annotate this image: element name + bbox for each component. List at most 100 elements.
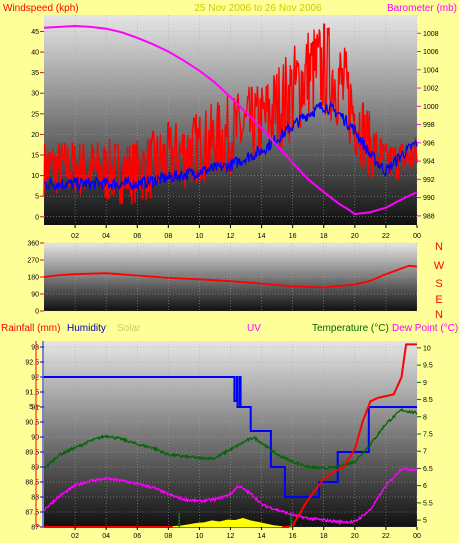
time-tick-label: 06 [133,533,141,540]
right-tick-label: 8.5 [423,397,433,404]
windspeed-line [43,23,418,205]
time-tick-label: 10 [196,533,204,540]
dir-grid [44,242,418,312]
time-tick-label: 06 [133,233,141,240]
compass-s: S [435,278,442,290]
right-tick-label: 10 [423,345,431,352]
right-tick-label: 992 [423,177,435,184]
right-tick-label: 998 [423,122,435,129]
time-tick-label: 22 [382,233,390,240]
solar-label: Solar [117,323,141,334]
right-tick-label: 996 [423,140,435,147]
right-tick-label: 7 [423,449,427,456]
right-tick-label: 988 [423,213,435,220]
left-tick-label: 90 [31,292,39,299]
left-tick-label: 92 [31,375,39,382]
left-tick-label: 40 [31,50,39,57]
dir-series [43,264,418,289]
uv-label: UV [247,323,261,334]
humidity-label: Humidity [67,323,106,334]
right-tick-label: 9 [423,380,427,387]
solar-area [172,517,283,528]
temperature-line [43,407,418,471]
left-tick-label: 90.5 [25,420,39,427]
direction-axis: 0 90 180 270 360 [27,241,44,316]
rainfall-line [44,343,417,528]
time-tick-label: 04 [102,233,110,240]
compass-n-top: N [435,241,443,253]
right-tick-label: 1002 [423,86,439,93]
time-tick-label: 12 [227,533,235,540]
temperature-label: Temperature (°C) [312,323,389,334]
dewpoint-label: Dew Point (°C) [392,323,458,334]
bottom-grid [44,341,418,528]
left-tick-label: 270 [27,258,39,265]
time-tick-label: 14 [258,233,266,240]
humidity-axis: 87 87.5 88 88.5 89 89.5 90 90.5 91 91.5 92 92.5 93 [25,345,44,532]
right-tick-label: 6.5 [423,466,433,473]
left-tick-label: 45 [31,29,39,36]
top-series [43,23,418,215]
right-tick-label: 7.5 [423,432,433,439]
right-tick-label: 990 [423,195,435,202]
windspeed-axis-label: Windspeed (kph) [3,3,79,14]
left-tick-label: 180 [27,275,39,282]
right-tick-label: 6 [423,483,427,490]
wind-direction-line [43,264,418,289]
right-tick-label: 1000 [423,104,439,111]
left-tick-label: 91 [31,405,39,412]
windspeed-avg-line [43,101,418,192]
left-tick-label: 90 [31,435,39,442]
barometer-axis: 988 990 992 994 996 998 1000 1002 1004 1006 1008 [417,31,439,220]
left-tick-label: 89.5 [25,450,39,457]
rainfall-label: Rainfall (mm) [1,323,60,334]
left-tick-label: 10 [31,173,39,180]
barometer-line [43,25,418,215]
left-tick-label: 360 [27,241,39,248]
bottom-series [43,343,418,528]
time-tick-label: 20 [351,233,359,240]
time-tick-label: 10 [196,233,204,240]
top-time-axis: 02 04 06 08 10 12 14 16 18 20 22 00 [71,225,421,240]
time-tick-label: 20 [351,533,359,540]
humidity-line [44,376,417,498]
right-tick-label: 5.5 [423,500,433,507]
compass-e: E [435,294,442,306]
right-tick-label: 1008 [423,31,439,38]
time-tick-label: 18 [320,233,328,240]
compass-w: W [434,260,445,272]
compass-labels: N W S E N [434,241,445,321]
time-tick-label: 22 [382,533,390,540]
chart-title: 25 Nov 2006 to 26 Nov 2006 [194,3,322,14]
time-tick-label: 16 [289,533,297,540]
time-tick-label: 02 [71,533,79,540]
rain-axis-tick-label: 5 [29,404,33,411]
right-tick-label: 8 [423,414,427,421]
time-tick-label: 02 [71,233,79,240]
left-tick-label: 88.5 [25,480,39,487]
time-tick-label: 00 [413,233,421,240]
temperature-axis: 5 5.5 6 6.5 7 7.5 8 8.5 9 9.5 10 [417,345,433,525]
left-tick-label: 35 [31,70,39,77]
left-tick-label: 93 [31,345,39,352]
dewpoint-line [43,466,418,526]
right-tick-label: 1006 [423,49,439,56]
right-tick-label: 994 [423,159,435,166]
left-tick-label: 25 [31,111,39,118]
left-tick-label: 92.5 [25,360,39,367]
left-tick-label: 89 [31,465,39,472]
time-tick-label: 16 [289,233,297,240]
time-tick-label: 08 [164,233,172,240]
left-tick-label: 20 [31,132,39,139]
right-tick-label: 1004 [423,67,439,74]
left-tick-label: 87.5 [25,510,39,517]
barometer-axis-label: Barometer (mb) [387,3,457,14]
time-tick-label: 12 [227,233,235,240]
right-tick-label: 5 [423,518,427,525]
time-tick-label: 04 [102,533,110,540]
left-tick-label: 0 [35,309,39,316]
left-tick-label: 5 [35,194,39,201]
time-tick-label: 14 [258,533,266,540]
